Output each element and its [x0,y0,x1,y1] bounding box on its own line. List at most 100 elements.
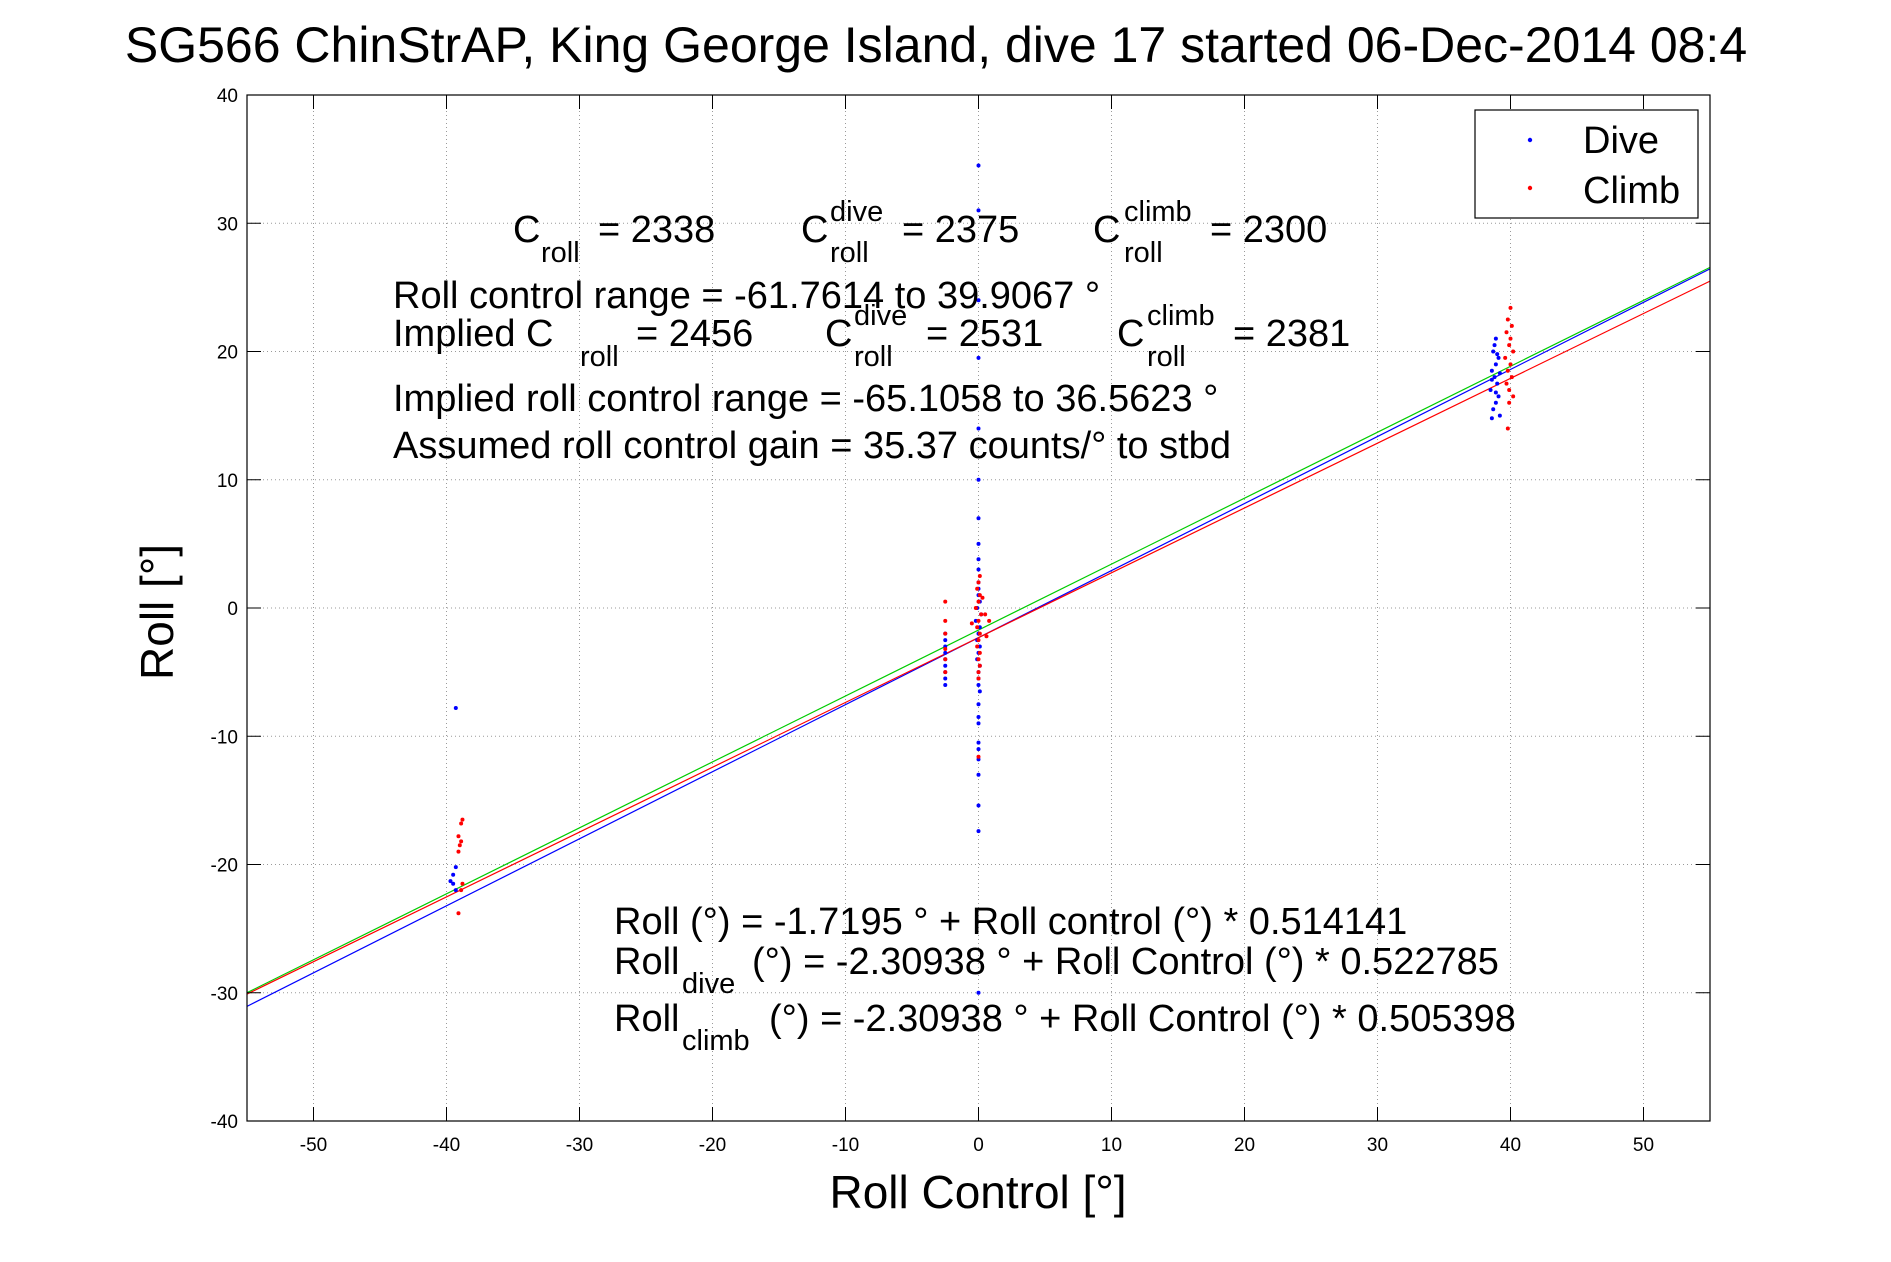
data-point-climb [1511,349,1516,354]
data-point-climb [943,657,948,662]
data-point-climb [1505,426,1510,431]
data-point-dive [976,163,981,168]
data-point-climb [969,621,974,626]
equation-climb: Roll climb (°) = -2.30938 ° + Roll Contr… [614,998,1516,1057]
data-point-dive [451,881,456,886]
implied-c-annotation: Implied C roll = 2456 C dive roll = 2531… [393,300,1350,373]
data-point-dive [453,865,458,870]
eq-climb-rest: (°) = -2.30938 ° + Roll Control (°) * 0.… [769,998,1516,1040]
data-point-climb [977,593,982,598]
legend-dive-marker [1527,137,1533,143]
data-point-climb [460,881,465,886]
eq-roll-word: Roll [614,998,679,1040]
data-point-dive [976,477,981,482]
implied-c-climb-value: = 2381 [1233,313,1350,355]
data-point-dive [1493,400,1498,405]
data-point-dive [976,208,981,213]
legend-climb-marker [1527,185,1533,191]
data-point-climb [975,644,980,649]
implied-c-dive-value: = 2531 [926,313,1043,355]
data-point-dive [976,747,981,752]
data-point-dive [1497,371,1502,376]
equation-dive: Roll dive (°) = -2.30938 ° + Roll Contro… [614,941,1499,1000]
assumed-gain-annotation: Assumed roll control gain = 35.37 counts… [393,425,1231,467]
data-point-dive [976,516,981,521]
data-point-climb [943,631,948,636]
climb-subscript: climb [682,1025,750,1057]
data-points [448,163,1516,995]
y-tick-label: 10 [217,471,238,492]
data-point-climb [976,580,981,585]
data-point-climb [943,618,948,623]
c-roll-value: = 2338 [598,209,715,251]
data-point-climb [457,843,462,848]
data-point-climb [973,606,978,610]
eq-roll-word: Roll [614,941,679,983]
roll-subscript: roll [1124,237,1163,269]
data-point-dive [1489,416,1494,421]
c-roll-annotation: C roll = 2338 C dive roll = 2375 C climb… [513,196,1327,269]
data-point-dive [943,676,948,681]
data-point-climb [456,834,461,839]
roll-subscript: roll [830,237,869,269]
legend: Dive Climb [1474,109,1699,219]
x-tick-label: 50 [1633,1135,1654,1156]
roll-subscript: roll [854,341,893,373]
data-point-climb [1504,381,1509,386]
data-point-dive [976,803,981,808]
data-point-dive [943,663,948,668]
data-point-dive [943,638,948,643]
legend-dive-label: Dive [1583,120,1659,162]
data-point-climb [976,618,981,623]
y-tick-label: -10 [211,727,238,748]
x-tick-label: -10 [832,1135,859,1156]
eq-dive-rest: (°) = -2.30938 ° + Roll Control (°) * 0.… [752,941,1499,983]
y-tick-label: 0 [227,599,238,620]
data-point-climb [975,625,980,630]
c-letter: C [801,209,828,251]
data-point-dive [451,872,456,877]
data-point-dive [1495,352,1500,357]
c-dive-value: = 2375 [902,209,1019,251]
implied-range-annotation: Implied roll control range = -65.1058 to… [393,378,1218,420]
data-point-dive [1495,381,1500,386]
data-point-dive [1496,394,1501,399]
data-point-climb [976,657,981,662]
data-point-climb [983,612,988,617]
data-point-dive [976,990,981,995]
ticks [247,94,1710,1122]
data-point-dive [976,682,981,687]
data-point-climb [1507,387,1512,392]
y-tick-label: 30 [217,214,238,235]
legend-box [1474,109,1699,219]
data-point-dive [976,426,981,431]
data-point-climb [984,634,989,639]
c-climb-value: = 2300 [1210,209,1327,251]
data-point-dive [1489,377,1494,382]
x-tick-label: -50 [300,1135,327,1156]
data-point-dive [1488,387,1493,392]
data-point-dive [976,567,981,572]
dive-superscript: dive [854,300,907,332]
x-tick-label: 30 [1367,1135,1388,1156]
x-tick-label: 0 [973,1135,984,1156]
x-tick-label: 10 [1101,1135,1122,1156]
dive-subscript: dive [682,968,735,1000]
implied-c-roll-value: = 2456 [636,313,753,355]
y-tick-label: -20 [211,856,238,877]
data-point-climb [977,650,982,655]
roll-subscript: roll [541,237,580,269]
data-point-climb [459,888,464,893]
data-point-dive [976,715,981,720]
data-point-dive [943,650,948,655]
roll-range-annotation: Roll control range = -61.7614 to 39.9067… [393,275,1100,317]
data-point-climb [976,599,981,604]
fit-line [246,266,1711,994]
data-point-climb [1509,323,1514,328]
data-point-dive [976,355,981,360]
data-point-dive [977,689,982,694]
c-letter: C [1117,313,1144,355]
data-point-dive [1496,355,1501,360]
x-tick-label: -30 [566,1135,593,1156]
data-point-dive [976,740,981,745]
